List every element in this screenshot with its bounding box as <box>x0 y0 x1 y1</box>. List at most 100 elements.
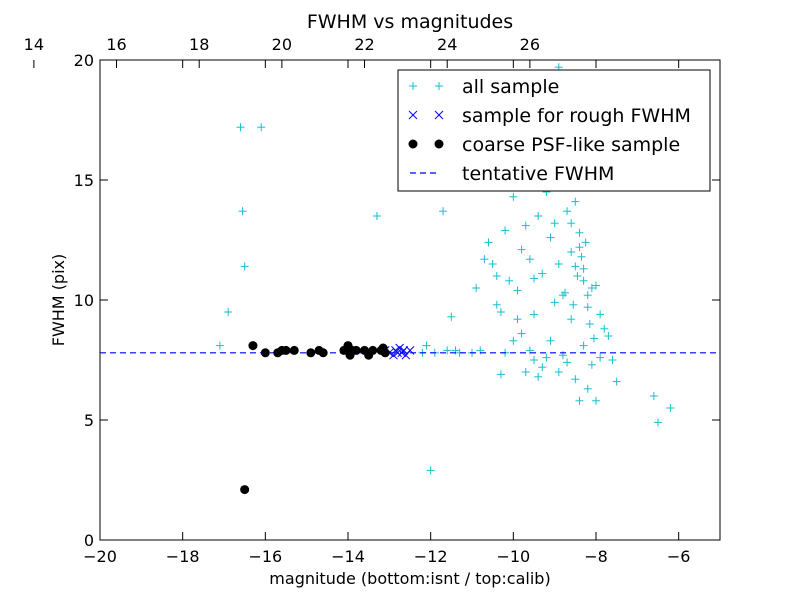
y-tick-label-0: 0 <box>84 531 94 550</box>
series-0-point-1 <box>224 308 233 316</box>
series-0-point-87 <box>589 334 598 343</box>
series-0-point-13 <box>426 466 435 475</box>
series-0-point-83 <box>573 272 582 280</box>
series-0-point-5 <box>257 123 266 132</box>
series-0-point-58 <box>546 336 555 345</box>
series-0-point-71 <box>534 372 543 381</box>
x-tick-label-7: −6 <box>667 547 691 566</box>
series-0-point-33 <box>538 269 547 278</box>
y-tick-label-4: 20 <box>74 51 94 70</box>
series-0-point-24 <box>501 226 510 235</box>
legend-label-0: all sample <box>462 76 559 98</box>
legend-marker-2-b <box>434 139 444 149</box>
series-0-point-30 <box>525 255 534 264</box>
x-tick-label-4: −12 <box>414 547 448 566</box>
series-2-point-4 <box>281 345 291 355</box>
top-tick-label-1: 16 <box>106 35 126 54</box>
series-0-point-90 <box>579 264 588 273</box>
legend-marker-2-a <box>408 139 418 149</box>
series-0-point-69 <box>496 370 505 379</box>
series-0-point-68 <box>666 404 675 412</box>
series-0-point-62 <box>575 396 584 405</box>
x-tick-label-3: −14 <box>331 547 365 566</box>
legend-marker-1-a-b <box>408 110 418 120</box>
series-1-point-2-b <box>389 350 398 360</box>
chart-title: FWHM vs magnitudes <box>307 11 513 33</box>
series-0-point-59 <box>554 368 563 376</box>
legend-marker-1-b-b <box>434 110 444 120</box>
series-0-point-79 <box>530 310 538 319</box>
top-tick-label-3: 20 <box>272 35 292 54</box>
y-tick-label-1: 5 <box>84 411 94 430</box>
series-0-point-51 <box>492 300 501 309</box>
series-0-point-88 <box>567 219 576 228</box>
series-0-point-60 <box>563 358 572 367</box>
series-0-point-46 <box>592 281 600 290</box>
series-0-point-12 <box>422 341 431 350</box>
x-tick-label-5: −10 <box>496 547 530 566</box>
series-0-point-86 <box>585 320 594 328</box>
legend-label-2: coarse PSF-like sample <box>462 134 680 156</box>
series-0-point-42 <box>575 243 584 252</box>
axis-ticks: −20 −18 −16 −14 −12 −10 −8 −6 14 16 18 20 22 24 26 0 5 10… <box>24 35 720 566</box>
y-tick-label-3: 15 <box>74 171 94 190</box>
series-0-point-67 <box>654 418 662 427</box>
top-tick-label-2: 18 <box>189 35 209 54</box>
series-2-point-6 <box>306 348 316 358</box>
series-0-point-41 <box>571 262 580 271</box>
series-0-point-76 <box>587 360 596 369</box>
series-0-point-74 <box>567 315 576 324</box>
series-0-point-89 <box>575 228 584 237</box>
legend-marker-1-b <box>434 110 444 120</box>
series-1-point-5 <box>395 343 405 353</box>
series-0-point-44 <box>583 303 592 312</box>
series-0-point-56 <box>530 356 538 364</box>
y-axis-label: FWHM (pix) <box>49 254 68 347</box>
series-0-point-70 <box>521 368 530 376</box>
series-0-point-37 <box>554 260 563 268</box>
series-0-point-47 <box>596 310 605 319</box>
x-tick-label-6: −8 <box>584 547 608 566</box>
series-0-point-49 <box>604 332 613 340</box>
series-0-point-91 <box>583 291 592 300</box>
series-0-point-25 <box>509 192 518 201</box>
series-0-point-77 <box>596 353 605 362</box>
x-tick-label-2: −16 <box>248 547 282 566</box>
series-2-point-1 <box>260 348 270 358</box>
series-0-point-82 <box>569 300 578 309</box>
series-0-point-54 <box>517 329 526 338</box>
legend-marker-1-a <box>408 110 418 120</box>
series-0-point-48 <box>600 324 609 333</box>
series-0-point-63 <box>583 384 592 393</box>
legend-marker-0-b <box>435 82 443 90</box>
x-tick-label-1: −18 <box>166 547 200 566</box>
legend-label-1: sample for rough FWHM <box>462 105 691 127</box>
series-0-point-21 <box>488 260 497 268</box>
series-2-point-5 <box>289 345 299 355</box>
series-0-point-39 <box>563 207 572 216</box>
series-0-point-35 <box>546 233 555 242</box>
series-0-point-40 <box>567 248 576 256</box>
y-tick-label-2: 10 <box>74 291 94 310</box>
series-2-point-16 <box>368 345 378 355</box>
series-0-point-28 <box>517 245 526 254</box>
series-0-point-50 <box>608 356 617 364</box>
series-0-point-53 <box>509 336 518 345</box>
series-0-point-0 <box>215 341 224 350</box>
series-0-point-61 <box>571 375 580 384</box>
series-0-point-31 <box>530 274 538 283</box>
series-0-point-22 <box>492 272 501 280</box>
series-0-point-29 <box>521 221 530 230</box>
series-1-point-9-b <box>405 346 415 355</box>
series-0-point-81 <box>561 288 569 297</box>
series-0-point-20 <box>480 255 489 264</box>
series-0-point-72 <box>542 353 551 362</box>
series-0-point-3 <box>238 207 247 216</box>
series-0-point-65 <box>612 377 621 386</box>
series-0-point-2 <box>236 123 245 132</box>
top-tick-label-4: 22 <box>354 35 374 54</box>
series-0-point-43 <box>579 276 588 285</box>
series-0-point-10 <box>439 207 448 216</box>
series-0-point-4 <box>240 262 249 271</box>
